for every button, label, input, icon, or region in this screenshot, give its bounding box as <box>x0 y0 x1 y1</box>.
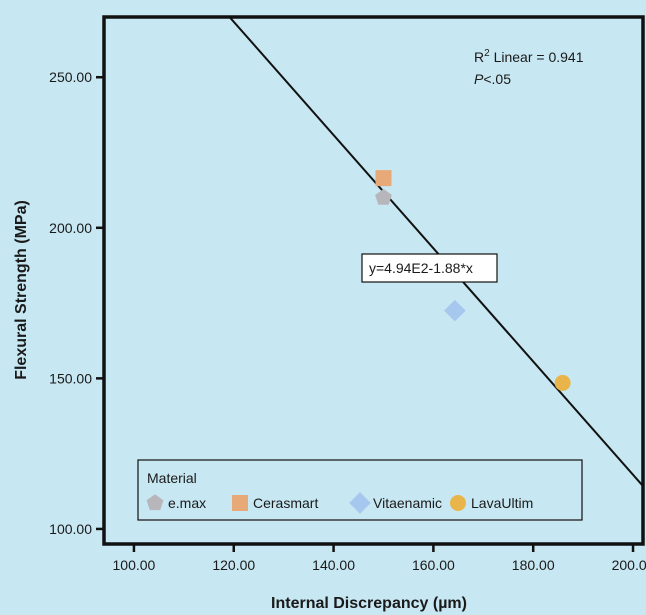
legend-item-vitaenamic: Vitaenamic <box>349 492 442 514</box>
data-point-lavaultim <box>555 375 571 391</box>
regression-equation-box: y=4.94E2-1.88*x <box>362 254 497 282</box>
svg-text:R2 Linear = 0.941: R2 Linear = 0.941 <box>474 48 584 65</box>
x-axis-title: Internal Discrepancy (µm) <box>271 595 467 612</box>
x-tick-label: 160.00 <box>412 557 455 573</box>
y-axis-title: Flexural Strength (MPa) <box>13 200 30 380</box>
regression-equation-label: y=4.94E2-1.88*x <box>369 260 473 276</box>
legend-label-lavaultim: LavaUltim <box>471 495 533 511</box>
legend-label-e-max: e.max <box>168 495 206 511</box>
x-tick-label: 180.00 <box>512 557 555 573</box>
legend-title: Material <box>147 470 197 486</box>
legend-marker-lavaultim <box>450 495 466 511</box>
y-tick-label: 250.00 <box>49 69 92 85</box>
r2-prefix: R <box>474 49 484 65</box>
y-tick-label: 100.00 <box>49 521 92 537</box>
legend-marker-cerasmart <box>232 495 248 511</box>
legend-item-lavaultim: LavaUltim <box>450 495 533 511</box>
legend-label-vitaenamic: Vitaenamic <box>373 495 442 511</box>
data-point-cerasmart <box>375 170 391 186</box>
x-tick-label: 200.00 <box>612 557 646 573</box>
y-tick-label: 200.00 <box>49 220 92 236</box>
legend-item-cerasmart: Cerasmart <box>232 495 318 511</box>
y-tick-label: 150.00 <box>49 370 92 386</box>
legend-item-e-max: e.max <box>147 494 207 511</box>
svg-text:P<.05: P<.05 <box>474 71 511 87</box>
x-tick-label: 100.00 <box>113 557 156 573</box>
r2-value: Linear = 0.941 <box>490 49 584 65</box>
legend-label-cerasmart: Cerasmart <box>253 495 318 511</box>
x-tick-label: 120.00 <box>212 557 255 573</box>
x-tick-label: 140.00 <box>312 557 355 573</box>
p-value: <.05 <box>483 71 511 87</box>
